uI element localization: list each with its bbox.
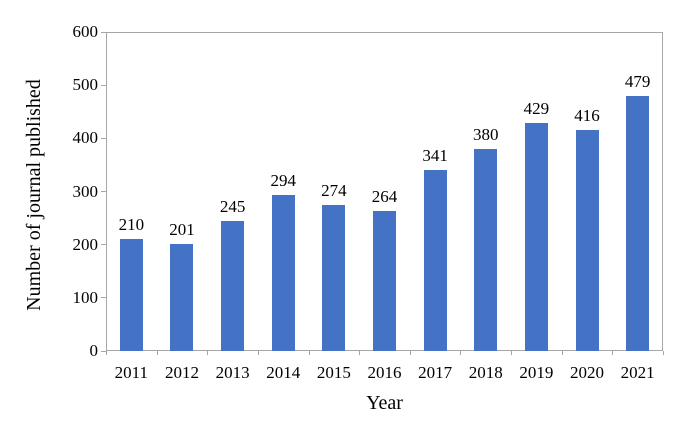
y-tick-label: 0 [89, 341, 99, 360]
bar-value-label: 341 [422, 145, 448, 165]
x-tick-mark [156, 351, 158, 355]
y-tick-mark [101, 137, 106, 139]
bar-2020 [575, 129, 599, 351]
bar-2017 [423, 169, 447, 351]
x-tick-mark [663, 351, 664, 355]
x-tick-mark [106, 351, 107, 355]
bar-value-label: 294 [270, 170, 296, 190]
y-tick-mark [101, 191, 106, 192]
x-tick-label: 2021 [620, 363, 655, 382]
y-tick-label: 400 [72, 128, 99, 148]
x-tick-mark [612, 351, 614, 355]
x-tick-mark [308, 351, 310, 355]
x-tick-label: 2014 [266, 363, 301, 382]
bar-2019 [524, 122, 548, 351]
x-tick-mark [359, 351, 361, 355]
y-tick-mark [101, 244, 106, 246]
bar-2014 [271, 194, 295, 351]
bar-2011 [119, 239, 143, 351]
y-axis-title: Number of journal published [23, 79, 45, 311]
x-tick-mark [511, 351, 513, 355]
x-tick-mark [409, 351, 411, 355]
x-tick-label: 2019 [519, 363, 554, 382]
bar-value-label: 264 [371, 186, 398, 206]
x-tick-label: 2011 [114, 363, 148, 382]
x-tick-label: 2015 [316, 363, 351, 382]
y-tick-label: 500 [72, 75, 99, 95]
bar-2015 [322, 205, 346, 351]
y-tick-label: 200 [72, 234, 99, 254]
x-tick-mark [257, 351, 259, 355]
x-tick-label: 2017 [418, 363, 453, 382]
bar-2013 [221, 220, 245, 351]
bar-value-label: 210 [118, 215, 145, 235]
bar-2018 [474, 148, 498, 351]
bar-value-label: 274 [321, 181, 347, 201]
y-tick-mark [101, 31, 106, 33]
x-tick-mark [460, 351, 462, 355]
y-tick-label: 100 [72, 287, 99, 307]
bar-2021 [626, 96, 650, 351]
bar-value-label: 201 [169, 220, 195, 240]
y-tick-mark [101, 297, 106, 299]
bar-value-label: 380 [473, 124, 499, 144]
y-tick-mark [101, 350, 106, 352]
bar-2016 [373, 210, 396, 351]
x-axis-title: Year [366, 392, 403, 414]
y-tick-label: 600 [72, 22, 99, 41]
x-tick-mark [207, 351, 209, 355]
x-tick-label: 2018 [468, 363, 503, 382]
x-tick-mark [561, 351, 563, 355]
x-tick-label: 2013 [215, 363, 250, 382]
x-tick-label: 2020 [570, 363, 605, 382]
x-tick-label: 2012 [164, 363, 199, 382]
bar-value-label: 416 [574, 105, 600, 125]
bar-value-label: 429 [523, 98, 550, 118]
y-tick-mark [101, 84, 106, 86]
x-tick-label: 2016 [367, 363, 402, 382]
bar-2012 [170, 244, 194, 351]
bar-value-label: 479 [624, 72, 651, 92]
bar-value-label: 245 [219, 196, 246, 216]
y-tick-label: 300 [72, 181, 99, 201]
